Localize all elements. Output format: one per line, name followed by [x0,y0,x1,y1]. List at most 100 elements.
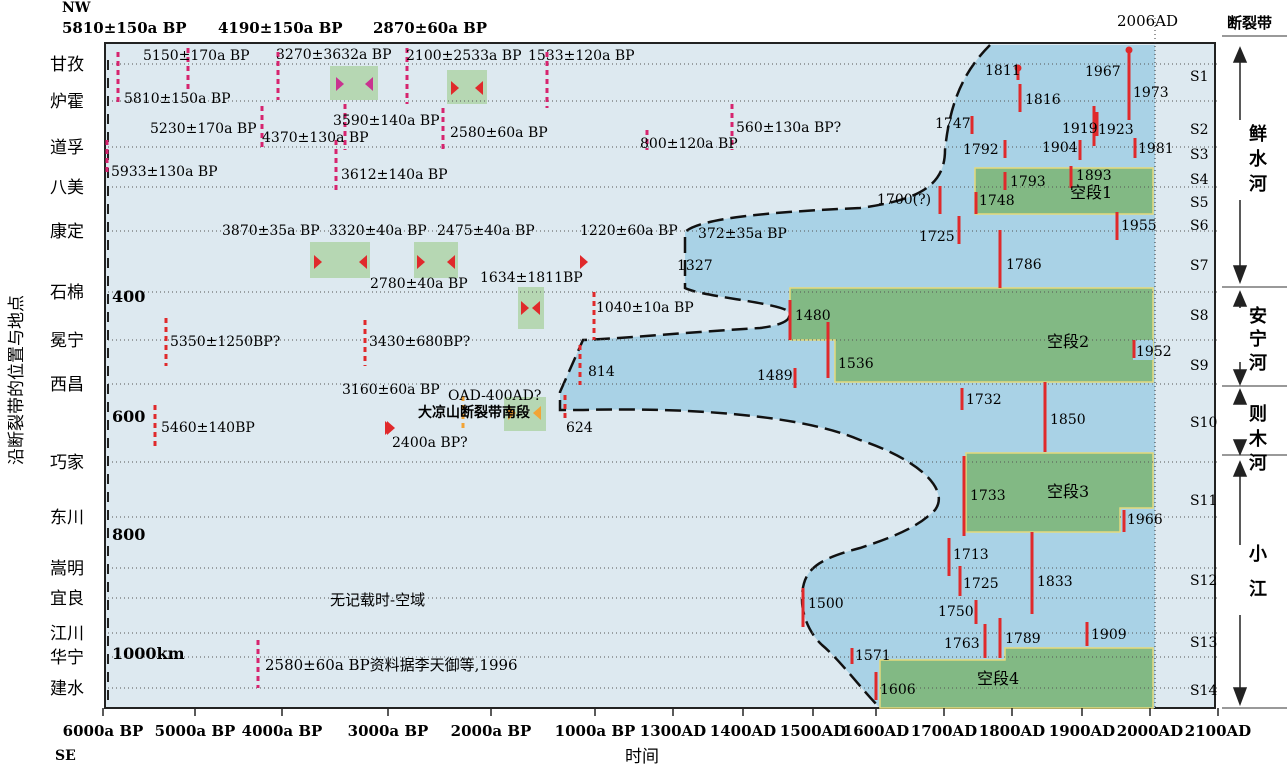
event-arrow-marker [336,77,344,91]
year-label: 1732 [966,392,1002,408]
year-label: 1606 [880,682,916,698]
dating-label: 3270±3632a BP [276,47,392,63]
year-label: 1919 [1062,121,1098,137]
dating-label: 3590±140a BP [333,113,440,129]
year-label: 1733 [970,488,1006,504]
distance-label-600: 600 [112,407,145,426]
year-label: 1725 [919,229,955,245]
year-label: 1816 [1025,92,1061,108]
segment-label: S6 [1190,218,1209,234]
top-date-label: 5810±150a BP [62,19,187,37]
dating-label: 800±120a BP [640,136,738,152]
year-label: 1713 [953,547,989,563]
gap-region-2-notch [1133,340,1153,360]
place-label: 巧家 [50,453,84,473]
top-date-label: 2870±60a BP [373,19,487,37]
year-label: 1909 [1091,627,1127,643]
orientation-se: SE [55,748,76,764]
segment-label: S11 [1190,493,1217,509]
event-arrow-marker [365,77,373,91]
dating-label: 1040±10a BP [596,300,694,316]
dating-label: 2475±40a BP [437,223,535,239]
dating-label: 814 [588,364,615,380]
gap-region-4 [879,647,1154,709]
annotations: 5150±170a BP 3270±3632a BP 2100±2533a BP 15… [111,47,1174,698]
year-label: 1748 [979,193,1015,209]
x-tick-label: 6000a BP [63,722,144,740]
place-label: 八美 [50,178,84,198]
x-tick-label: 1400AD [710,722,776,740]
fault-zone-name: 水 [1249,148,1268,170]
segment-labels: S1 S2 S3 S4 S5 S6 S7 S8 S9 S10 S11 S12 S13 S14 [1190,69,1217,699]
year-label: 1571 [855,648,891,664]
year-label: 1952 [1136,344,1172,360]
year-label: 1725 [963,576,999,592]
x-tick-label: 2000AD [1117,722,1183,740]
fault-zone-header: 断裂带 [1227,14,1272,32]
dating-label: 5933±130a BP [111,164,218,180]
x-tick-label: 1500AD [780,722,846,740]
segment-label: S12 [1190,573,1217,589]
place-label: 江川 [50,624,84,644]
fault-zone-name: 鲜 [1249,123,1267,145]
dating-label: 2400a BP? [392,435,468,451]
dating-label: 2580±60a BP [450,125,548,141]
year-label: 1850 [1050,412,1086,428]
segment-label: S14 [1190,683,1217,699]
orientation-nw: NW [62,0,91,16]
dating-label: 624 [566,420,593,436]
year-label: 1536 [838,356,874,372]
x-tick-label: 3000a BP [348,722,429,740]
place-label: 炉霍 [50,92,84,112]
gap-region-3 [965,452,1154,533]
gap-label-4: 空段4 [977,669,1019,688]
place-label: 甘孜 [50,55,84,75]
distance-label-400: 400 [112,287,145,306]
year-label: 1893 [1076,168,1112,184]
record-boundary-line [558,44,991,709]
dating-label: 1327 [677,258,713,274]
year-label: 1923 [1098,122,1134,138]
year-2006-label: 2006AD [1117,12,1178,30]
segment-label: S2 [1190,122,1209,138]
distance-label-800: 800 [112,525,145,544]
place-label: 冕宁 [50,331,84,351]
fault-zone-name: 木 [1248,428,1268,450]
year-label: 1955 [1121,218,1157,234]
place-label: 东川 [50,508,84,528]
segment-label: S9 [1190,358,1209,374]
place-label: 华宁 [50,648,84,668]
place-label: 道孚 [50,138,84,158]
segment-label: S5 [1190,195,1209,211]
gap-label-1: 空段1 [1070,183,1112,202]
event-arrow-marker [532,301,540,315]
dating-label: 5460±140BP [161,420,255,436]
gap-label-2: 空段2 [1047,332,1089,351]
dating-label: 5150±170a BP [143,48,250,64]
no-record-region-label: 无记载时-空域 [330,591,425,609]
x-tick-label: 1800AD [979,722,1045,740]
dating-label: 1533±120a BP [528,48,635,64]
x-tick-label: 2000a BP [451,722,532,740]
citation-label: 2580±60a BP资料据李天御等,1996 [265,656,518,674]
dating-label: 5230±170a BP [150,121,257,137]
segment-label: S8 [1190,308,1209,324]
fault-zone-name: 安 [1249,305,1267,327]
year-label: 1489 [757,368,793,384]
historical-event-lines [788,46,1137,700]
place-label: 嵩明 [50,559,84,579]
daliangshan-segment-label: 大凉山断裂带南段 [418,404,530,421]
event-arrow-marker [508,406,516,420]
event-arrow-marker [580,255,588,269]
year-label: 1789 [1005,631,1041,647]
event-arrow-marker [447,255,455,269]
place-label: 建水 [50,679,84,699]
dating-label: 3612±140a BP [341,167,448,183]
place-label: 康定 [50,222,84,242]
year-label: 1833 [1037,574,1073,590]
x-tick-label: 1600AD [843,722,909,740]
dating-label: 3430±680BP? [369,334,470,350]
fault-zone-name: 宁 [1249,328,1267,350]
